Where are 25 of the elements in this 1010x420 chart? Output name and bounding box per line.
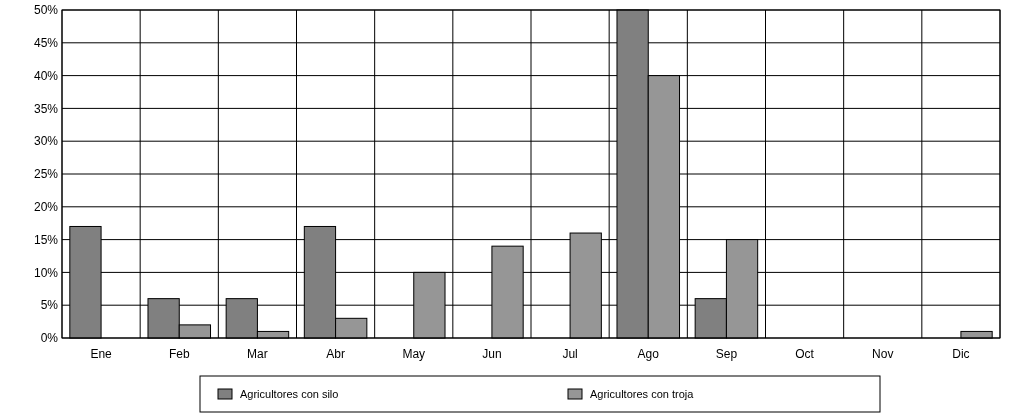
y-tick-label: 25% bbox=[33, 167, 59, 182]
y-tick-label: 20% bbox=[33, 200, 59, 214]
y-tick-label: 5% bbox=[40, 298, 59, 313]
y-tick-label: 10% bbox=[33, 265, 59, 280]
x-tick-label: May bbox=[402, 347, 426, 361]
legend-label: Agricultores con troja bbox=[590, 387, 695, 400]
y-tick-label: 30% bbox=[33, 134, 59, 149]
x-tick-label: Oct bbox=[795, 347, 815, 361]
x-tick-label: Abr bbox=[326, 347, 345, 361]
y-tick-label: 45% bbox=[33, 36, 59, 50]
x-tick-label: Jun bbox=[482, 347, 502, 361]
x-tick-label: Dic bbox=[952, 347, 970, 361]
y-tick-label: 35% bbox=[33, 101, 59, 116]
x-tick-label: Mar bbox=[247, 347, 268, 361]
y-tick-label: 50% bbox=[33, 3, 59, 18]
x-tick-label: Feb bbox=[168, 347, 190, 361]
legend-label: Agricultores con silo bbox=[240, 387, 339, 400]
y-tick-label: 0% bbox=[40, 331, 59, 346]
x-tick-label: Sep bbox=[715, 347, 738, 361]
x-tick-label: Ago bbox=[637, 347, 660, 361]
x-tick-label: Nov bbox=[872, 347, 894, 361]
y-tick-label: 15% bbox=[33, 232, 59, 247]
y-tick-label: 40% bbox=[33, 68, 59, 83]
x-tick-label: Ene bbox=[90, 347, 113, 361]
x-tick-label: Jul bbox=[562, 347, 578, 361]
